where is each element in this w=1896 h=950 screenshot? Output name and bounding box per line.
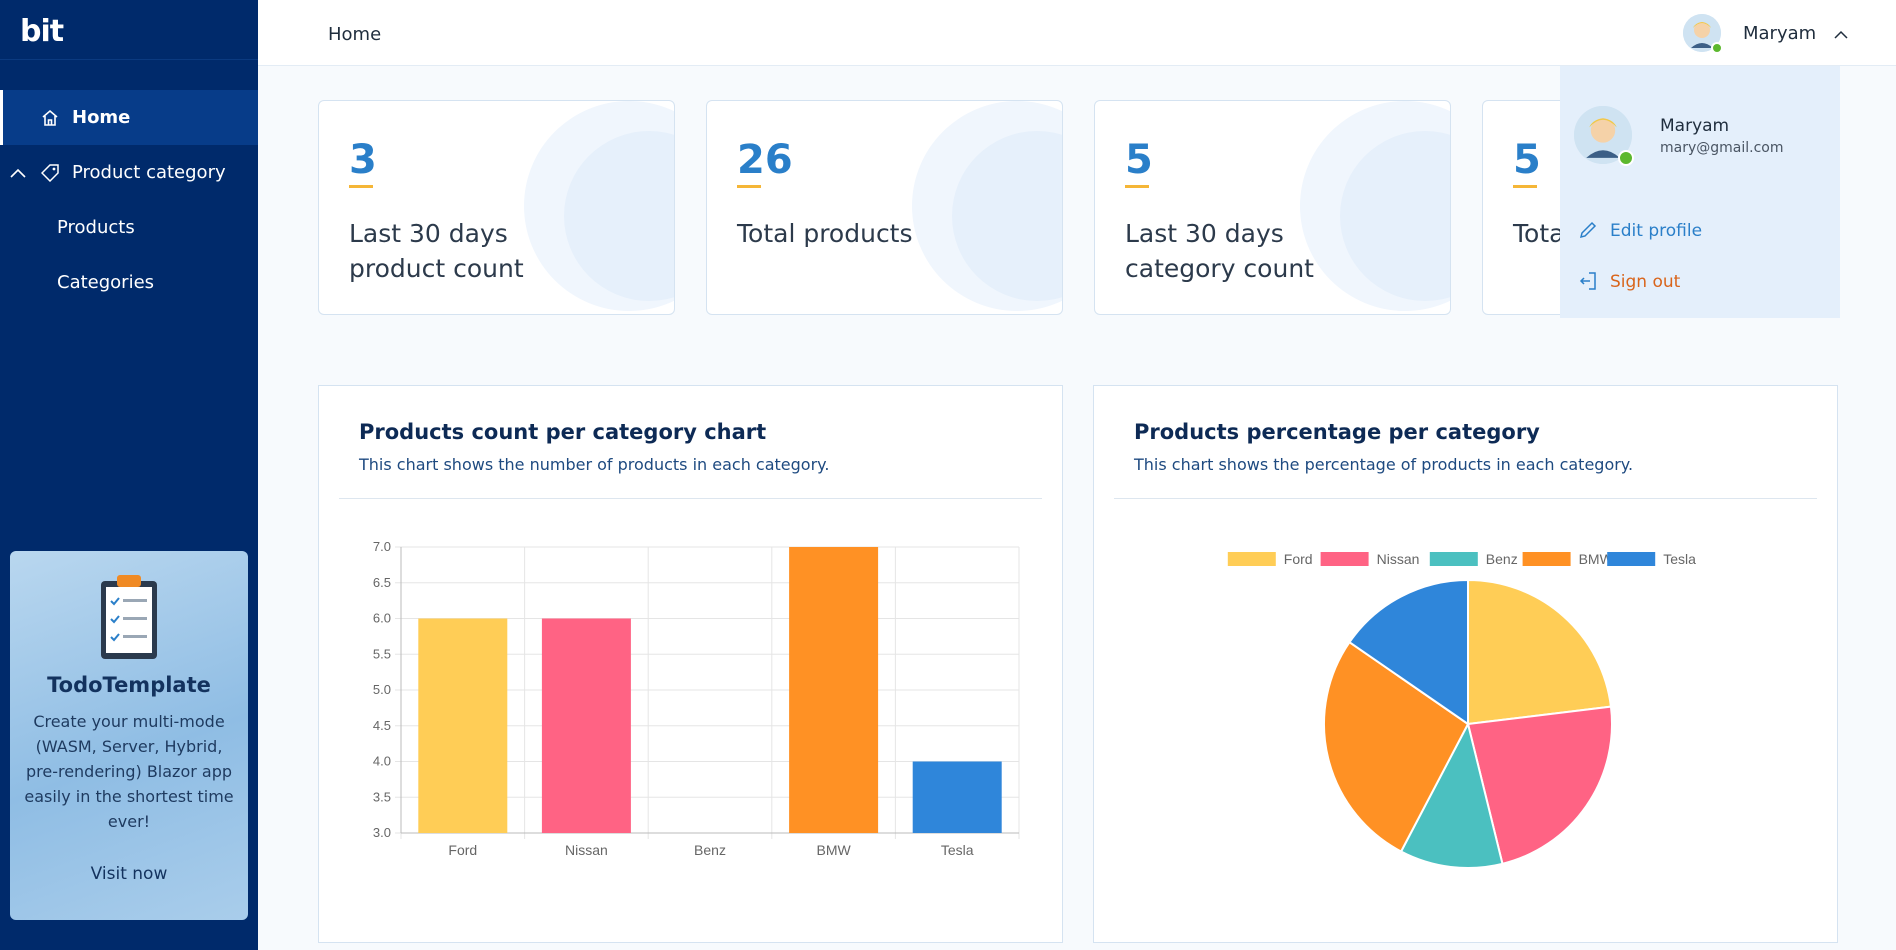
legend-swatch	[1522, 552, 1571, 566]
sidebar-item-home[interactable]: Home	[0, 90, 258, 145]
x-tick-label: Tesla	[941, 842, 974, 858]
bar-nissan	[541, 618, 631, 833]
pie-slice-tesla	[1348, 578, 1469, 726]
tag-icon	[40, 163, 60, 183]
stat-card-total-products: 26 Total products	[706, 100, 1063, 315]
user-dropdown: Maryam mary@gmail.com Edit profile Sign …	[1560, 66, 1840, 318]
stat-value: 3	[349, 137, 377, 188]
x-tick-label: BMW	[816, 842, 851, 858]
legend-item-benz: Benz	[1429, 551, 1518, 567]
sign-out-icon	[1578, 271, 1600, 293]
stat-label: Last 30 days category count	[1125, 219, 1314, 283]
legend-label: Tesla	[1663, 551, 1696, 567]
bar-bmw	[789, 547, 879, 833]
promo-card: TodoTemplate Create your multi-mode (WAS…	[10, 551, 248, 920]
stat-label: Last 30 days product count	[349, 219, 524, 283]
online-status-dot	[1711, 42, 1723, 54]
avatar	[1574, 106, 1634, 166]
legend-label: Ford	[1284, 551, 1313, 567]
divider	[339, 498, 1042, 499]
panel-title: Products percentage per category	[1134, 420, 1540, 444]
bar-chart: 3.0 3.5 4.0 4.5 5.0 5.5 6.0 6.5 7.0 Ford Nissan Ben…	[373, 539, 1020, 858]
pie-slice-ford	[1467, 578, 1613, 726]
panel-subtitle: This chart shows the percentage of produ…	[1134, 455, 1634, 474]
promo-title: TodoTemplate	[47, 673, 211, 697]
sidebar-item-label: Home	[72, 107, 131, 128]
sidebar-item-products[interactable]: Products	[0, 200, 258, 255]
panel-title: Products count per category chart	[359, 420, 767, 444]
x-tick-label: Benz	[694, 842, 726, 858]
legend-item-nissan: Nissan	[1320, 551, 1420, 567]
dropdown-user-name: Maryam	[1660, 116, 1730, 136]
chevron-up-icon	[10, 168, 28, 178]
app-logo[interactable]: bit	[0, 0, 258, 60]
user-menu-toggle[interactable]: Maryam	[1683, 14, 1848, 54]
home-icon	[40, 108, 60, 128]
stat-value: 5	[1125, 137, 1153, 188]
panel-subtitle: This chart shows the number of products …	[359, 455, 830, 474]
y-tick-label: 5.0	[373, 682, 391, 697]
legend-label: Benz	[1486, 551, 1518, 567]
sign-out-label: Sign out	[1610, 272, 1681, 292]
edit-profile-label: Edit profile	[1610, 221, 1703, 241]
sidebar-item-label: Products	[57, 217, 135, 238]
stat-label: Tota	[1513, 219, 1565, 248]
y-tick-label: 4.5	[373, 718, 391, 733]
stat-card-product-count: 3 Last 30 days product count	[318, 100, 675, 315]
pie-slice-benz	[1399, 721, 1504, 869]
sidebar: bit Home Product category Products Categ…	[0, 0, 258, 950]
visit-now-link[interactable]: Visit now	[90, 864, 168, 884]
legend-label: BMW	[1579, 551, 1614, 567]
sidebar-item-label: Categories	[57, 272, 155, 293]
sidebar-item-product-category[interactable]: Product category	[0, 145, 258, 200]
y-tick-label: 4.0	[373, 754, 391, 769]
y-tick-label: 5.5	[373, 646, 391, 661]
pie-slice-bmw	[1323, 640, 1470, 853]
dropdown-user-email: mary@gmail.com	[1660, 140, 1784, 156]
bar-tesla	[912, 761, 1002, 833]
pie-slice-nissan	[1466, 705, 1613, 866]
avatar	[1683, 14, 1723, 54]
sidebar-item-categories[interactable]: Categories	[0, 255, 258, 310]
stat-value: 5	[1513, 137, 1541, 188]
top-header: Home Maryam	[258, 0, 1896, 66]
legend-swatch	[1227, 552, 1276, 566]
y-tick-label: 3.5	[373, 789, 391, 804]
y-tick-label: 7.0	[373, 539, 391, 554]
sign-out-button[interactable]: Sign out	[1578, 271, 1680, 293]
user-name: Maryam	[1743, 22, 1817, 44]
y-tick-label: 6.5	[373, 575, 391, 590]
x-tick-label: Nissan	[565, 842, 608, 858]
legend-swatch	[1429, 552, 1478, 566]
divider	[1114, 498, 1817, 499]
clipboard-icon	[95, 571, 163, 663]
online-status-dot	[1618, 150, 1634, 166]
legend-item-ford: Ford	[1227, 551, 1313, 567]
pie-chart: Ford Nissan Benz BMW Tesla	[1227, 551, 1696, 869]
stat-value: 26	[737, 137, 793, 188]
stat-label: Total products	[737, 219, 913, 248]
bar-ford	[418, 618, 508, 833]
legend-swatch	[1320, 552, 1369, 566]
sidebar-nav: Home Product category Products Categorie…	[0, 90, 258, 310]
legend-label: Nissan	[1377, 551, 1420, 567]
pencil-icon	[1578, 220, 1600, 242]
chevron-up-icon	[1834, 24, 1848, 43]
legend-swatch	[1607, 552, 1656, 566]
edit-profile-button[interactable]: Edit profile	[1578, 220, 1702, 242]
y-tick-label: 3.0	[373, 825, 391, 840]
pie-chart-panel: Products percentage per category This ch…	[1093, 385, 1838, 943]
bar-chart-panel: Products count per category chart This c…	[318, 385, 1063, 943]
legend-item-bmw: BMW	[1522, 551, 1614, 567]
x-tick-label: Ford	[448, 842, 477, 858]
sidebar-item-label: Product category	[72, 162, 226, 183]
breadcrumb: Home	[328, 24, 382, 45]
promo-description: Create your multi-mode (WASM, Server, Hy…	[24, 712, 234, 831]
legend-item-tesla: Tesla	[1607, 551, 1696, 567]
y-tick-label: 6.0	[373, 611, 391, 626]
stat-card-category-count: 5 Last 30 days category count	[1094, 100, 1451, 315]
